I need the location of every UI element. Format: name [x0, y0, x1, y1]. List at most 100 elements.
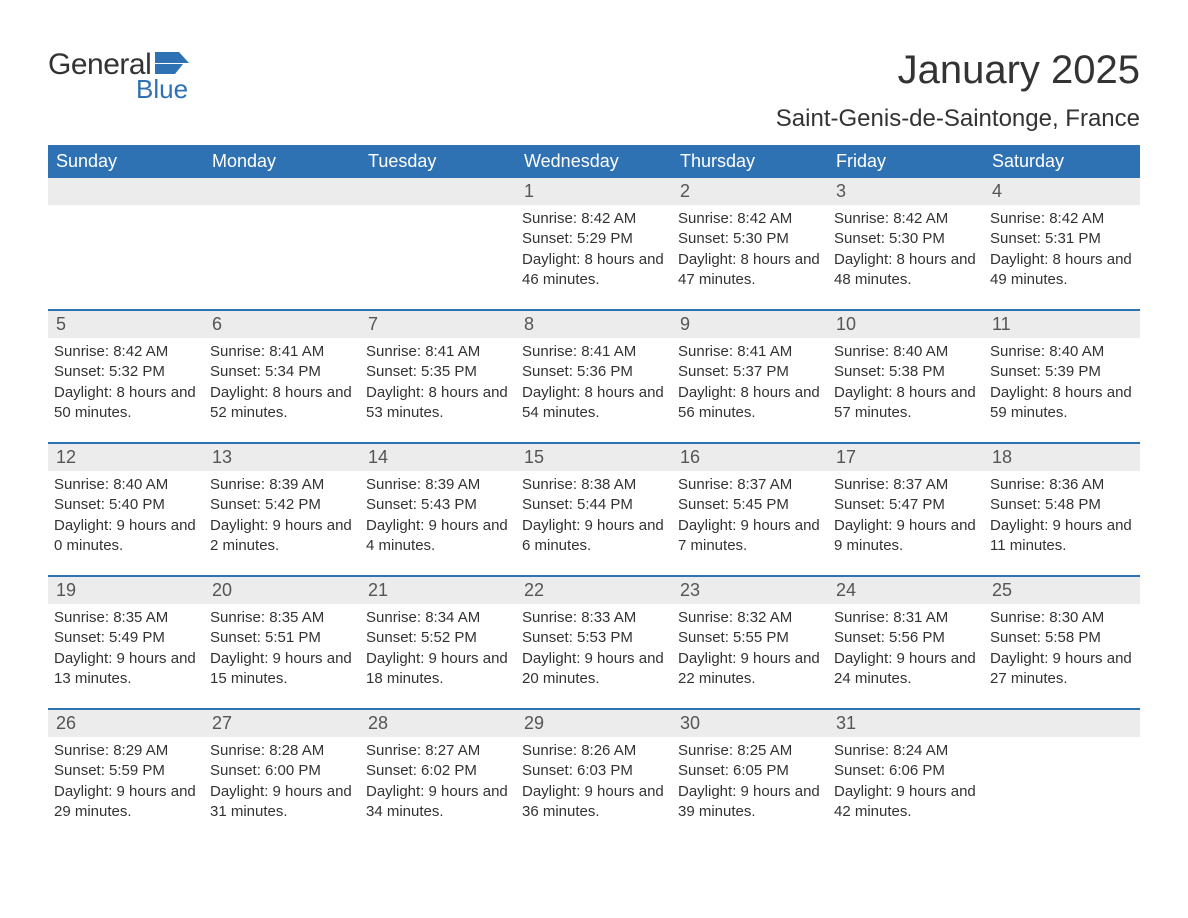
day-header: Tuesday [360, 145, 516, 178]
day-number: 12 [48, 444, 204, 471]
day-detail: Sunrise: 8:42 AM Sunset: 5:30 PM Dayligh… [828, 205, 984, 309]
day-detail: Sunrise: 8:28 AM Sunset: 6:00 PM Dayligh… [204, 737, 360, 841]
detail-row: Sunrise: 8:40 AM Sunset: 5:40 PM Dayligh… [48, 471, 1140, 575]
day-detail: Sunrise: 8:39 AM Sunset: 5:42 PM Dayligh… [204, 471, 360, 575]
day-number: 31 [828, 710, 984, 737]
daynum-row: 1 2 3 4 [48, 178, 1140, 205]
detail-row: Sunrise: 8:29 AM Sunset: 5:59 PM Dayligh… [48, 737, 1140, 841]
day-number: 15 [516, 444, 672, 471]
day-number: 6 [204, 311, 360, 338]
daynum-row: 12 13 14 15 16 17 18 [48, 444, 1140, 471]
day-detail [48, 205, 204, 309]
day-header: Friday [828, 145, 984, 178]
day-number: 8 [516, 311, 672, 338]
title-block: January 2025 Saint-Genis-de-Saintonge, F… [776, 48, 1140, 133]
logo: General Blue [48, 48, 189, 105]
day-header: Monday [204, 145, 360, 178]
day-number: 23 [672, 577, 828, 604]
calendar-week: 1 2 3 4 Sunrise: 8:42 AM Sunset: 5:29 PM… [48, 178, 1140, 309]
day-number: 11 [984, 311, 1140, 338]
day-detail: Sunrise: 8:41 AM Sunset: 5:35 PM Dayligh… [360, 338, 516, 442]
day-number [984, 710, 1140, 737]
day-number: 3 [828, 178, 984, 205]
day-detail: Sunrise: 8:42 AM Sunset: 5:30 PM Dayligh… [672, 205, 828, 309]
daynum-row: 26 27 28 29 30 31 [48, 710, 1140, 737]
day-number: 21 [360, 577, 516, 604]
day-detail: Sunrise: 8:42 AM Sunset: 5:32 PM Dayligh… [48, 338, 204, 442]
day-number: 17 [828, 444, 984, 471]
day-header: Sunday [48, 145, 204, 178]
day-number [360, 178, 516, 205]
day-detail: Sunrise: 8:25 AM Sunset: 6:05 PM Dayligh… [672, 737, 828, 841]
day-detail: Sunrise: 8:24 AM Sunset: 6:06 PM Dayligh… [828, 737, 984, 841]
calendar-week: 19 20 21 22 23 24 25 Sunrise: 8:35 AM Su… [48, 575, 1140, 708]
day-number: 5 [48, 311, 204, 338]
day-detail: Sunrise: 8:42 AM Sunset: 5:29 PM Dayligh… [516, 205, 672, 309]
day-detail: Sunrise: 8:37 AM Sunset: 5:45 PM Dayligh… [672, 471, 828, 575]
day-number: 24 [828, 577, 984, 604]
day-number [204, 178, 360, 205]
day-detail: Sunrise: 8:33 AM Sunset: 5:53 PM Dayligh… [516, 604, 672, 708]
detail-row: Sunrise: 8:42 AM Sunset: 5:32 PM Dayligh… [48, 338, 1140, 442]
day-header-row: Sunday Monday Tuesday Wednesday Thursday… [48, 145, 1140, 178]
day-number: 25 [984, 577, 1140, 604]
day-detail: Sunrise: 8:27 AM Sunset: 6:02 PM Dayligh… [360, 737, 516, 841]
day-header: Wednesday [516, 145, 672, 178]
day-number: 26 [48, 710, 204, 737]
calendar: Sunday Monday Tuesday Wednesday Thursday… [48, 145, 1140, 841]
day-detail [360, 205, 516, 309]
day-header: Saturday [984, 145, 1140, 178]
page-header: General Blue January 2025 Saint-Genis-de… [48, 48, 1140, 133]
day-detail: Sunrise: 8:30 AM Sunset: 5:58 PM Dayligh… [984, 604, 1140, 708]
day-number: 4 [984, 178, 1140, 205]
day-header: Thursday [672, 145, 828, 178]
daynum-row: 5 6 7 8 9 10 11 [48, 311, 1140, 338]
day-detail: Sunrise: 8:38 AM Sunset: 5:44 PM Dayligh… [516, 471, 672, 575]
day-number: 28 [360, 710, 516, 737]
day-detail [204, 205, 360, 309]
day-detail: Sunrise: 8:31 AM Sunset: 5:56 PM Dayligh… [828, 604, 984, 708]
day-number: 30 [672, 710, 828, 737]
day-number: 27 [204, 710, 360, 737]
day-number: 2 [672, 178, 828, 205]
detail-row: Sunrise: 8:42 AM Sunset: 5:29 PM Dayligh… [48, 205, 1140, 309]
day-detail: Sunrise: 8:41 AM Sunset: 5:36 PM Dayligh… [516, 338, 672, 442]
detail-row: Sunrise: 8:35 AM Sunset: 5:49 PM Dayligh… [48, 604, 1140, 708]
day-number [48, 178, 204, 205]
daynum-row: 19 20 21 22 23 24 25 [48, 577, 1140, 604]
location-label: Saint-Genis-de-Saintonge, France [776, 105, 1140, 133]
day-detail: Sunrise: 8:42 AM Sunset: 5:31 PM Dayligh… [984, 205, 1140, 309]
day-number: 9 [672, 311, 828, 338]
day-number: 13 [204, 444, 360, 471]
day-detail: Sunrise: 8:41 AM Sunset: 5:34 PM Dayligh… [204, 338, 360, 442]
month-title: January 2025 [776, 48, 1140, 93]
logo-text-blue: Blue [136, 74, 188, 105]
day-number: 22 [516, 577, 672, 604]
day-detail: Sunrise: 8:39 AM Sunset: 5:43 PM Dayligh… [360, 471, 516, 575]
calendar-week: 5 6 7 8 9 10 11 Sunrise: 8:42 AM Sunset:… [48, 309, 1140, 442]
day-detail: Sunrise: 8:40 AM Sunset: 5:38 PM Dayligh… [828, 338, 984, 442]
day-detail: Sunrise: 8:37 AM Sunset: 5:47 PM Dayligh… [828, 471, 984, 575]
day-number: 19 [48, 577, 204, 604]
calendar-week: 12 13 14 15 16 17 18 Sunrise: 8:40 AM Su… [48, 442, 1140, 575]
day-detail: Sunrise: 8:34 AM Sunset: 5:52 PM Dayligh… [360, 604, 516, 708]
day-detail: Sunrise: 8:36 AM Sunset: 5:48 PM Dayligh… [984, 471, 1140, 575]
day-detail: Sunrise: 8:41 AM Sunset: 5:37 PM Dayligh… [672, 338, 828, 442]
day-detail: Sunrise: 8:26 AM Sunset: 6:03 PM Dayligh… [516, 737, 672, 841]
day-number: 18 [984, 444, 1140, 471]
day-detail: Sunrise: 8:40 AM Sunset: 5:39 PM Dayligh… [984, 338, 1140, 442]
day-detail: Sunrise: 8:35 AM Sunset: 5:51 PM Dayligh… [204, 604, 360, 708]
day-number: 16 [672, 444, 828, 471]
day-detail: Sunrise: 8:35 AM Sunset: 5:49 PM Dayligh… [48, 604, 204, 708]
day-detail: Sunrise: 8:32 AM Sunset: 5:55 PM Dayligh… [672, 604, 828, 708]
calendar-week: 26 27 28 29 30 31 Sunrise: 8:29 AM Sunse… [48, 708, 1140, 841]
day-detail: Sunrise: 8:40 AM Sunset: 5:40 PM Dayligh… [48, 471, 204, 575]
day-number: 14 [360, 444, 516, 471]
day-number: 29 [516, 710, 672, 737]
day-number: 20 [204, 577, 360, 604]
day-number: 7 [360, 311, 516, 338]
day-detail [984, 737, 1140, 841]
day-number: 1 [516, 178, 672, 205]
day-number: 10 [828, 311, 984, 338]
day-detail: Sunrise: 8:29 AM Sunset: 5:59 PM Dayligh… [48, 737, 204, 841]
